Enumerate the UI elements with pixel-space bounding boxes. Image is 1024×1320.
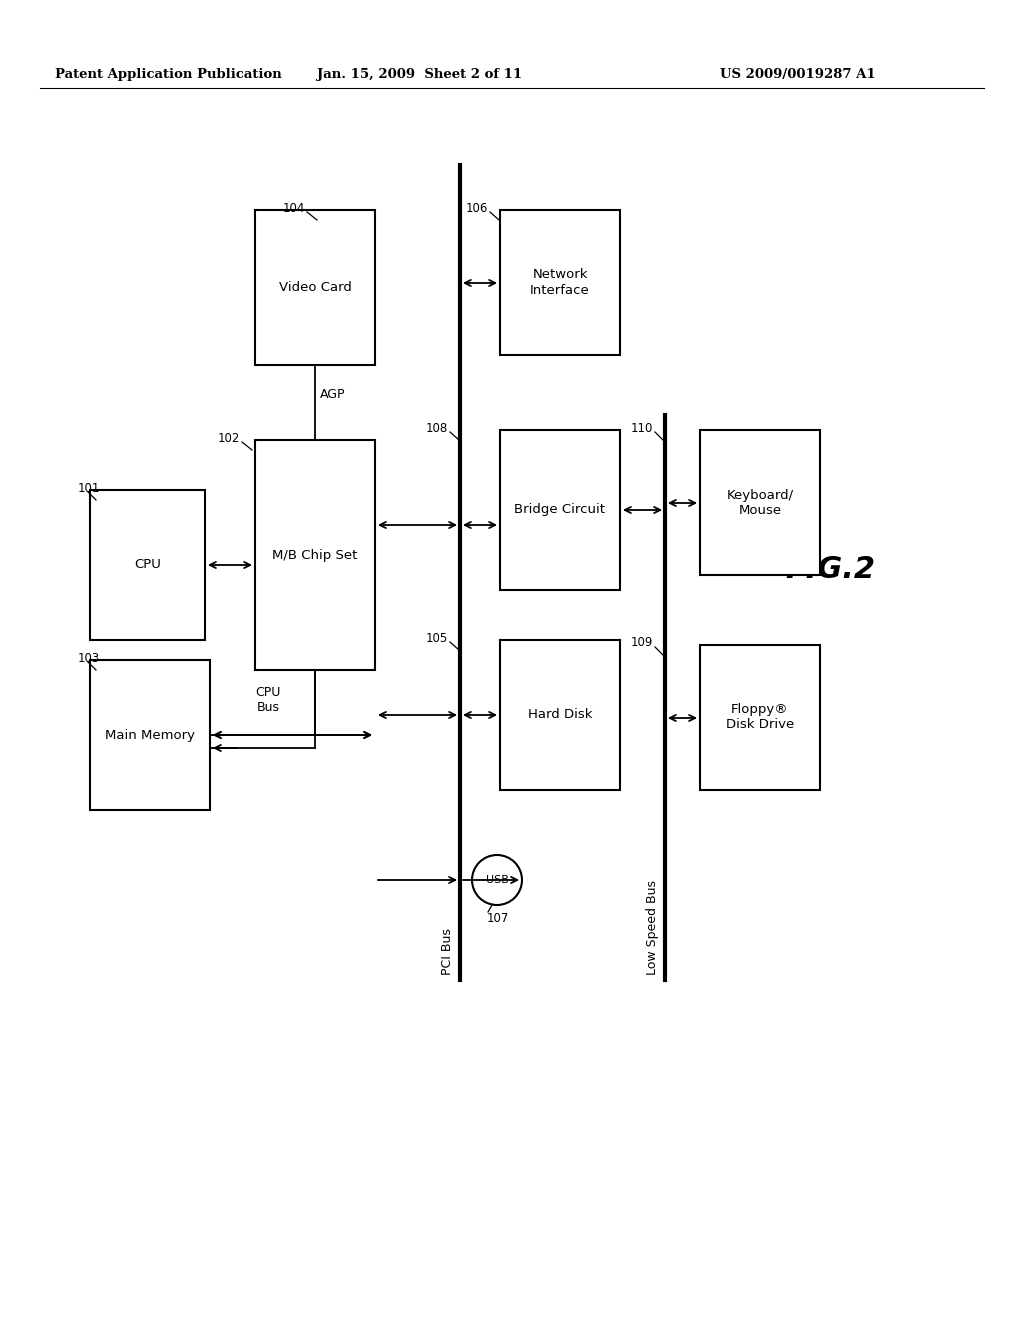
Text: Low Speed Bus: Low Speed Bus bbox=[646, 880, 659, 975]
Text: Floppy®
Disk Drive: Floppy® Disk Drive bbox=[726, 704, 795, 731]
Text: 109: 109 bbox=[631, 636, 653, 649]
Text: M/B Chip Set: M/B Chip Set bbox=[272, 549, 357, 561]
Text: Network
Interface: Network Interface bbox=[530, 268, 590, 297]
FancyBboxPatch shape bbox=[700, 430, 820, 576]
FancyBboxPatch shape bbox=[500, 640, 620, 789]
Text: 106: 106 bbox=[466, 202, 488, 214]
Text: Hard Disk: Hard Disk bbox=[527, 709, 592, 722]
Text: 105: 105 bbox=[426, 631, 449, 644]
Text: USB: USB bbox=[485, 875, 509, 884]
Text: Bridge Circuit: Bridge Circuit bbox=[514, 503, 605, 516]
Text: CPU: CPU bbox=[134, 558, 161, 572]
Text: AGP: AGP bbox=[319, 388, 345, 401]
Text: Main Memory: Main Memory bbox=[105, 729, 195, 742]
Text: 102: 102 bbox=[218, 432, 240, 445]
Text: 108: 108 bbox=[426, 421, 449, 434]
Text: 101: 101 bbox=[78, 482, 100, 495]
Text: CPU
Bus: CPU Bus bbox=[255, 686, 281, 714]
FancyBboxPatch shape bbox=[90, 660, 210, 810]
FancyBboxPatch shape bbox=[90, 490, 205, 640]
FancyBboxPatch shape bbox=[255, 210, 375, 366]
FancyBboxPatch shape bbox=[500, 210, 620, 355]
Text: Keyboard/
Mouse: Keyboard/ Mouse bbox=[726, 488, 794, 516]
FancyBboxPatch shape bbox=[700, 645, 820, 789]
Text: Jan. 15, 2009  Sheet 2 of 11: Jan. 15, 2009 Sheet 2 of 11 bbox=[317, 69, 522, 81]
Text: Patent Application Publication: Patent Application Publication bbox=[55, 69, 282, 81]
Text: 110: 110 bbox=[631, 421, 653, 434]
Text: US 2009/0019287 A1: US 2009/0019287 A1 bbox=[720, 69, 876, 81]
FancyBboxPatch shape bbox=[500, 430, 620, 590]
Text: Video Card: Video Card bbox=[279, 281, 351, 294]
Text: 103: 103 bbox=[78, 652, 100, 664]
Text: PCI Bus: PCI Bus bbox=[441, 928, 454, 975]
Text: FIG.2: FIG.2 bbox=[785, 556, 876, 585]
FancyBboxPatch shape bbox=[255, 440, 375, 671]
Circle shape bbox=[472, 855, 522, 906]
Text: 104: 104 bbox=[283, 202, 305, 214]
Text: 107: 107 bbox=[487, 912, 509, 924]
